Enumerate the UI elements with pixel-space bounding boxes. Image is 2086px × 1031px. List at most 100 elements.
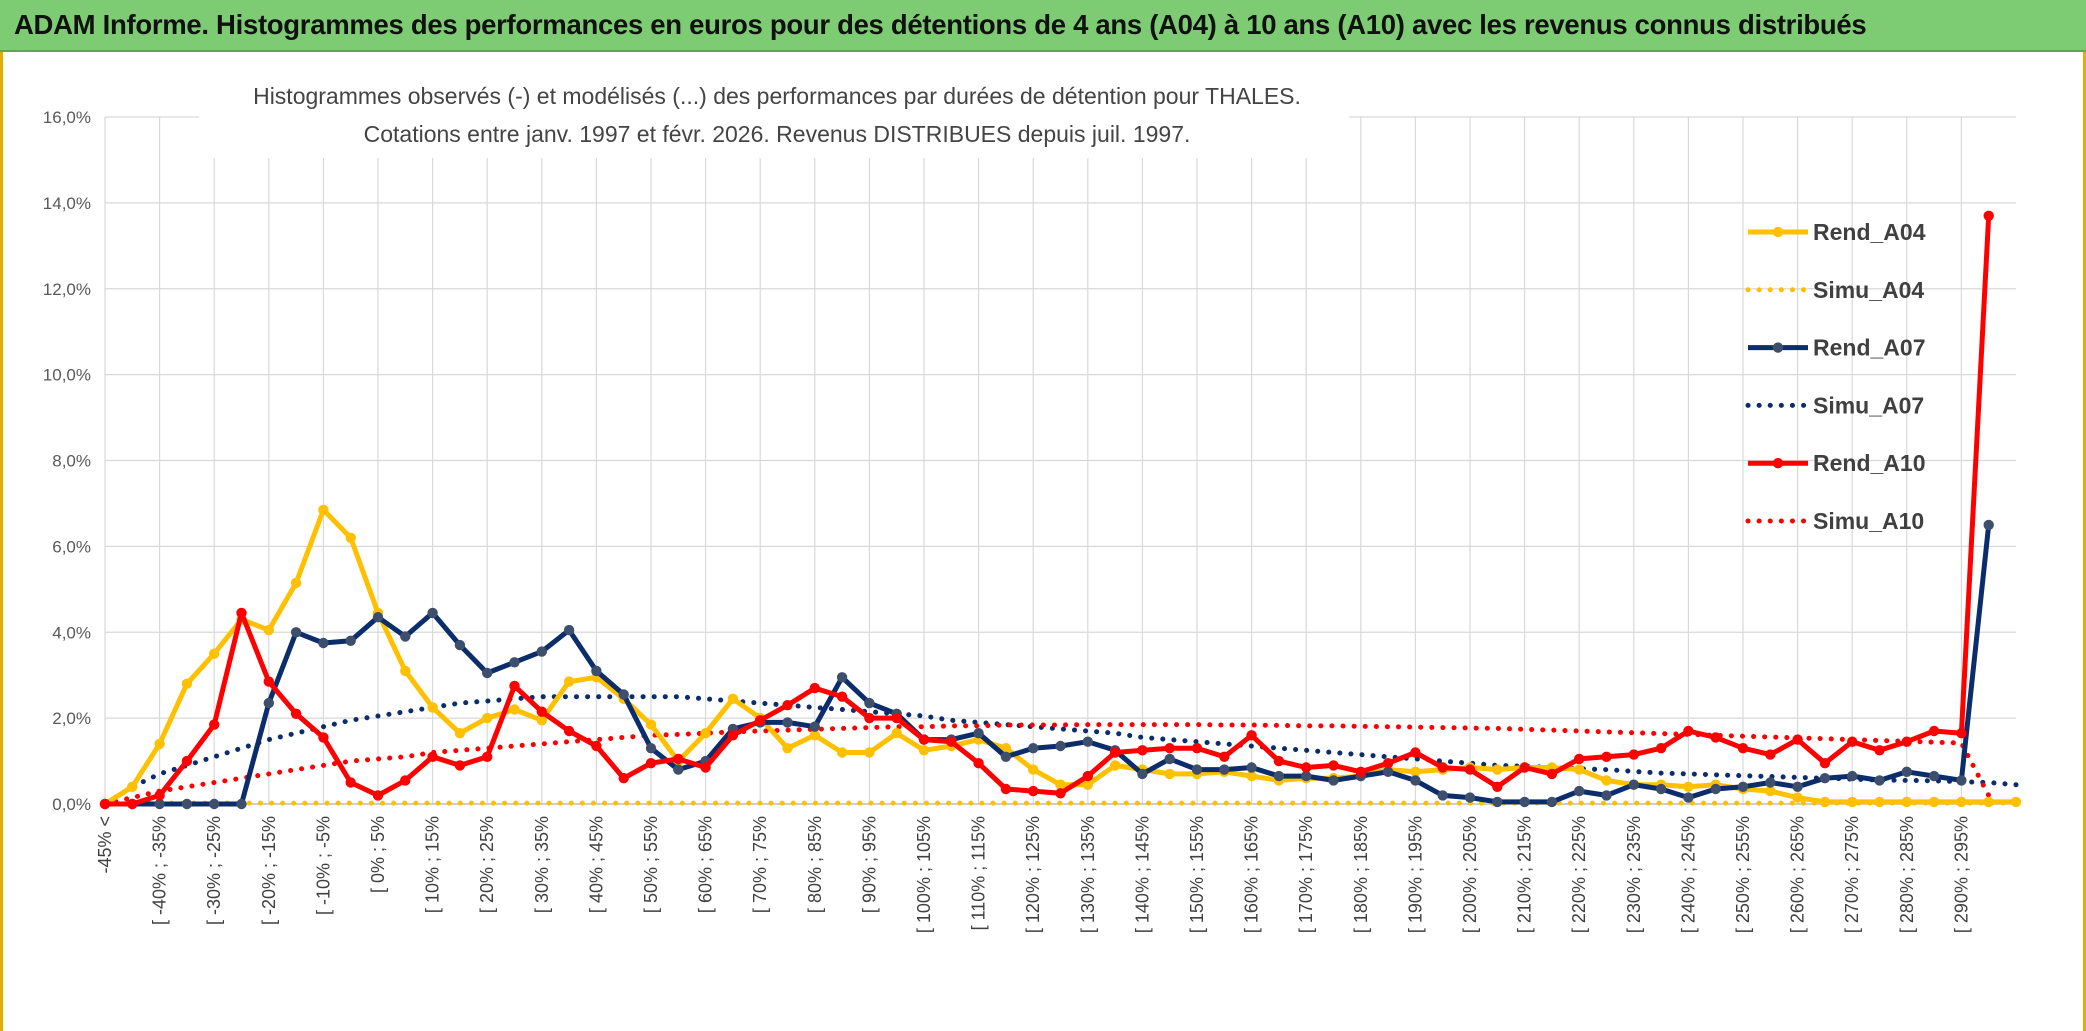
x-tick-label: [ -10% ; -5% [313, 816, 333, 915]
report-banner: ADAM Informe. Histogrammes des performan… [0, 0, 2086, 52]
data-point [1819, 773, 1831, 784]
data-point [1273, 755, 1285, 767]
data-point [1410, 775, 1421, 786]
data-point [290, 577, 302, 589]
data-point [1246, 762, 1257, 773]
data-point [509, 657, 520, 668]
data-point [1710, 732, 1721, 743]
data-point [782, 700, 793, 711]
data-point [345, 635, 356, 646]
data-point [1847, 796, 1858, 808]
series-line [102, 694, 2019, 807]
data-point [509, 704, 520, 715]
series-simu-a10 [102, 722, 1992, 807]
data-point [973, 728, 984, 739]
data-point [618, 689, 629, 700]
data-point [1574, 753, 1585, 765]
data-point [864, 747, 875, 758]
data-point [482, 667, 493, 679]
data-point [2010, 796, 2022, 808]
series-line [102, 522, 1992, 807]
x-tick-label: -45% < [95, 816, 115, 874]
data-point [1137, 745, 1148, 756]
y-tick-label: 4,0% [52, 623, 91, 642]
data-point [1601, 751, 1612, 762]
data-point [1082, 736, 1094, 747]
data-point [1055, 740, 1066, 752]
x-tick-label: [ 90% ; 95% [859, 816, 879, 913]
data-point [1410, 766, 1421, 777]
data-point [1164, 768, 1175, 780]
y-tick-label: 10,0% [43, 366, 91, 385]
data-point [700, 762, 711, 773]
series-rend-a10 [99, 210, 1994, 810]
data-point [1382, 766, 1394, 777]
x-tick-label: [ 80% ; 85% [805, 816, 825, 913]
x-tick-label: [ 270% ; 275% [1842, 816, 1862, 933]
data-point [1737, 743, 1749, 754]
data-point [1874, 745, 1885, 756]
legend-label: Simu_A04 [1813, 277, 1924, 303]
y-tick-label: 6,0% [52, 537, 91, 556]
data-point [400, 631, 411, 642]
data-point [1028, 764, 1039, 775]
data-point [673, 764, 684, 775]
data-point [427, 702, 438, 713]
x-tick-label: [ 240% ; 245% [1678, 816, 1698, 933]
data-point [973, 758, 984, 769]
data-point [563, 624, 575, 636]
data-point [864, 697, 875, 709]
data-point [181, 798, 193, 810]
data-point [782, 717, 793, 728]
legend-marker [1772, 342, 1784, 353]
legend-label: Simu_A07 [1813, 392, 1924, 418]
legend-entry: Simu_A10 [1745, 508, 1924, 534]
x-tick-label: [ 180% ; 185% [1351, 816, 1371, 933]
data-point [509, 680, 520, 692]
data-point [645, 758, 657, 769]
legend-label: Rend_A04 [1813, 219, 1926, 245]
data-point [1492, 796, 1503, 808]
y-tick-label: 0,0% [52, 795, 91, 814]
data-point [536, 706, 547, 717]
data-point [1765, 749, 1776, 760]
data-point [782, 743, 793, 754]
legend-label: Simu_A10 [1813, 508, 1924, 534]
data-point [1519, 796, 1530, 808]
data-point [318, 504, 329, 516]
chart-series [99, 210, 2022, 810]
data-point [536, 715, 547, 726]
x-tick-label: [ 260% ; 265% [1788, 816, 1808, 933]
data-point [1928, 770, 1940, 782]
data-point [700, 728, 711, 739]
data-point [1792, 792, 1803, 803]
data-point [809, 682, 820, 694]
data-point [1191, 764, 1203, 775]
series-line [102, 213, 1992, 807]
data-point [1082, 770, 1094, 782]
data-point [1219, 751, 1230, 762]
data-point [1847, 736, 1858, 747]
legend-label: Rend_A10 [1813, 450, 1925, 476]
data-point [836, 672, 848, 683]
report-title: ADAM Informe. Histogrammes des performan… [14, 9, 1867, 40]
data-point [318, 732, 329, 743]
data-point [1519, 762, 1530, 773]
x-tick-label: [ 30% ; 35% [532, 816, 552, 913]
data-point [1273, 770, 1285, 782]
data-point [1574, 785, 1585, 797]
data-point [1901, 766, 1913, 777]
data-point [1683, 725, 1694, 737]
data-point [181, 678, 193, 689]
data-point [918, 734, 930, 745]
legend-entry: Rend_A10 [1748, 450, 1925, 476]
data-point [1683, 781, 1694, 792]
data-point [809, 730, 820, 741]
data-point [918, 745, 930, 756]
data-point [1109, 747, 1121, 758]
x-tick-label: [ 20% ; 25% [477, 816, 497, 913]
data-point [946, 736, 957, 747]
legend-entry: Rend_A07 [1748, 335, 1925, 361]
chart-frame: Histogrammes observés (-) et modélisés (… [0, 52, 2086, 1031]
data-point [1765, 785, 1776, 797]
